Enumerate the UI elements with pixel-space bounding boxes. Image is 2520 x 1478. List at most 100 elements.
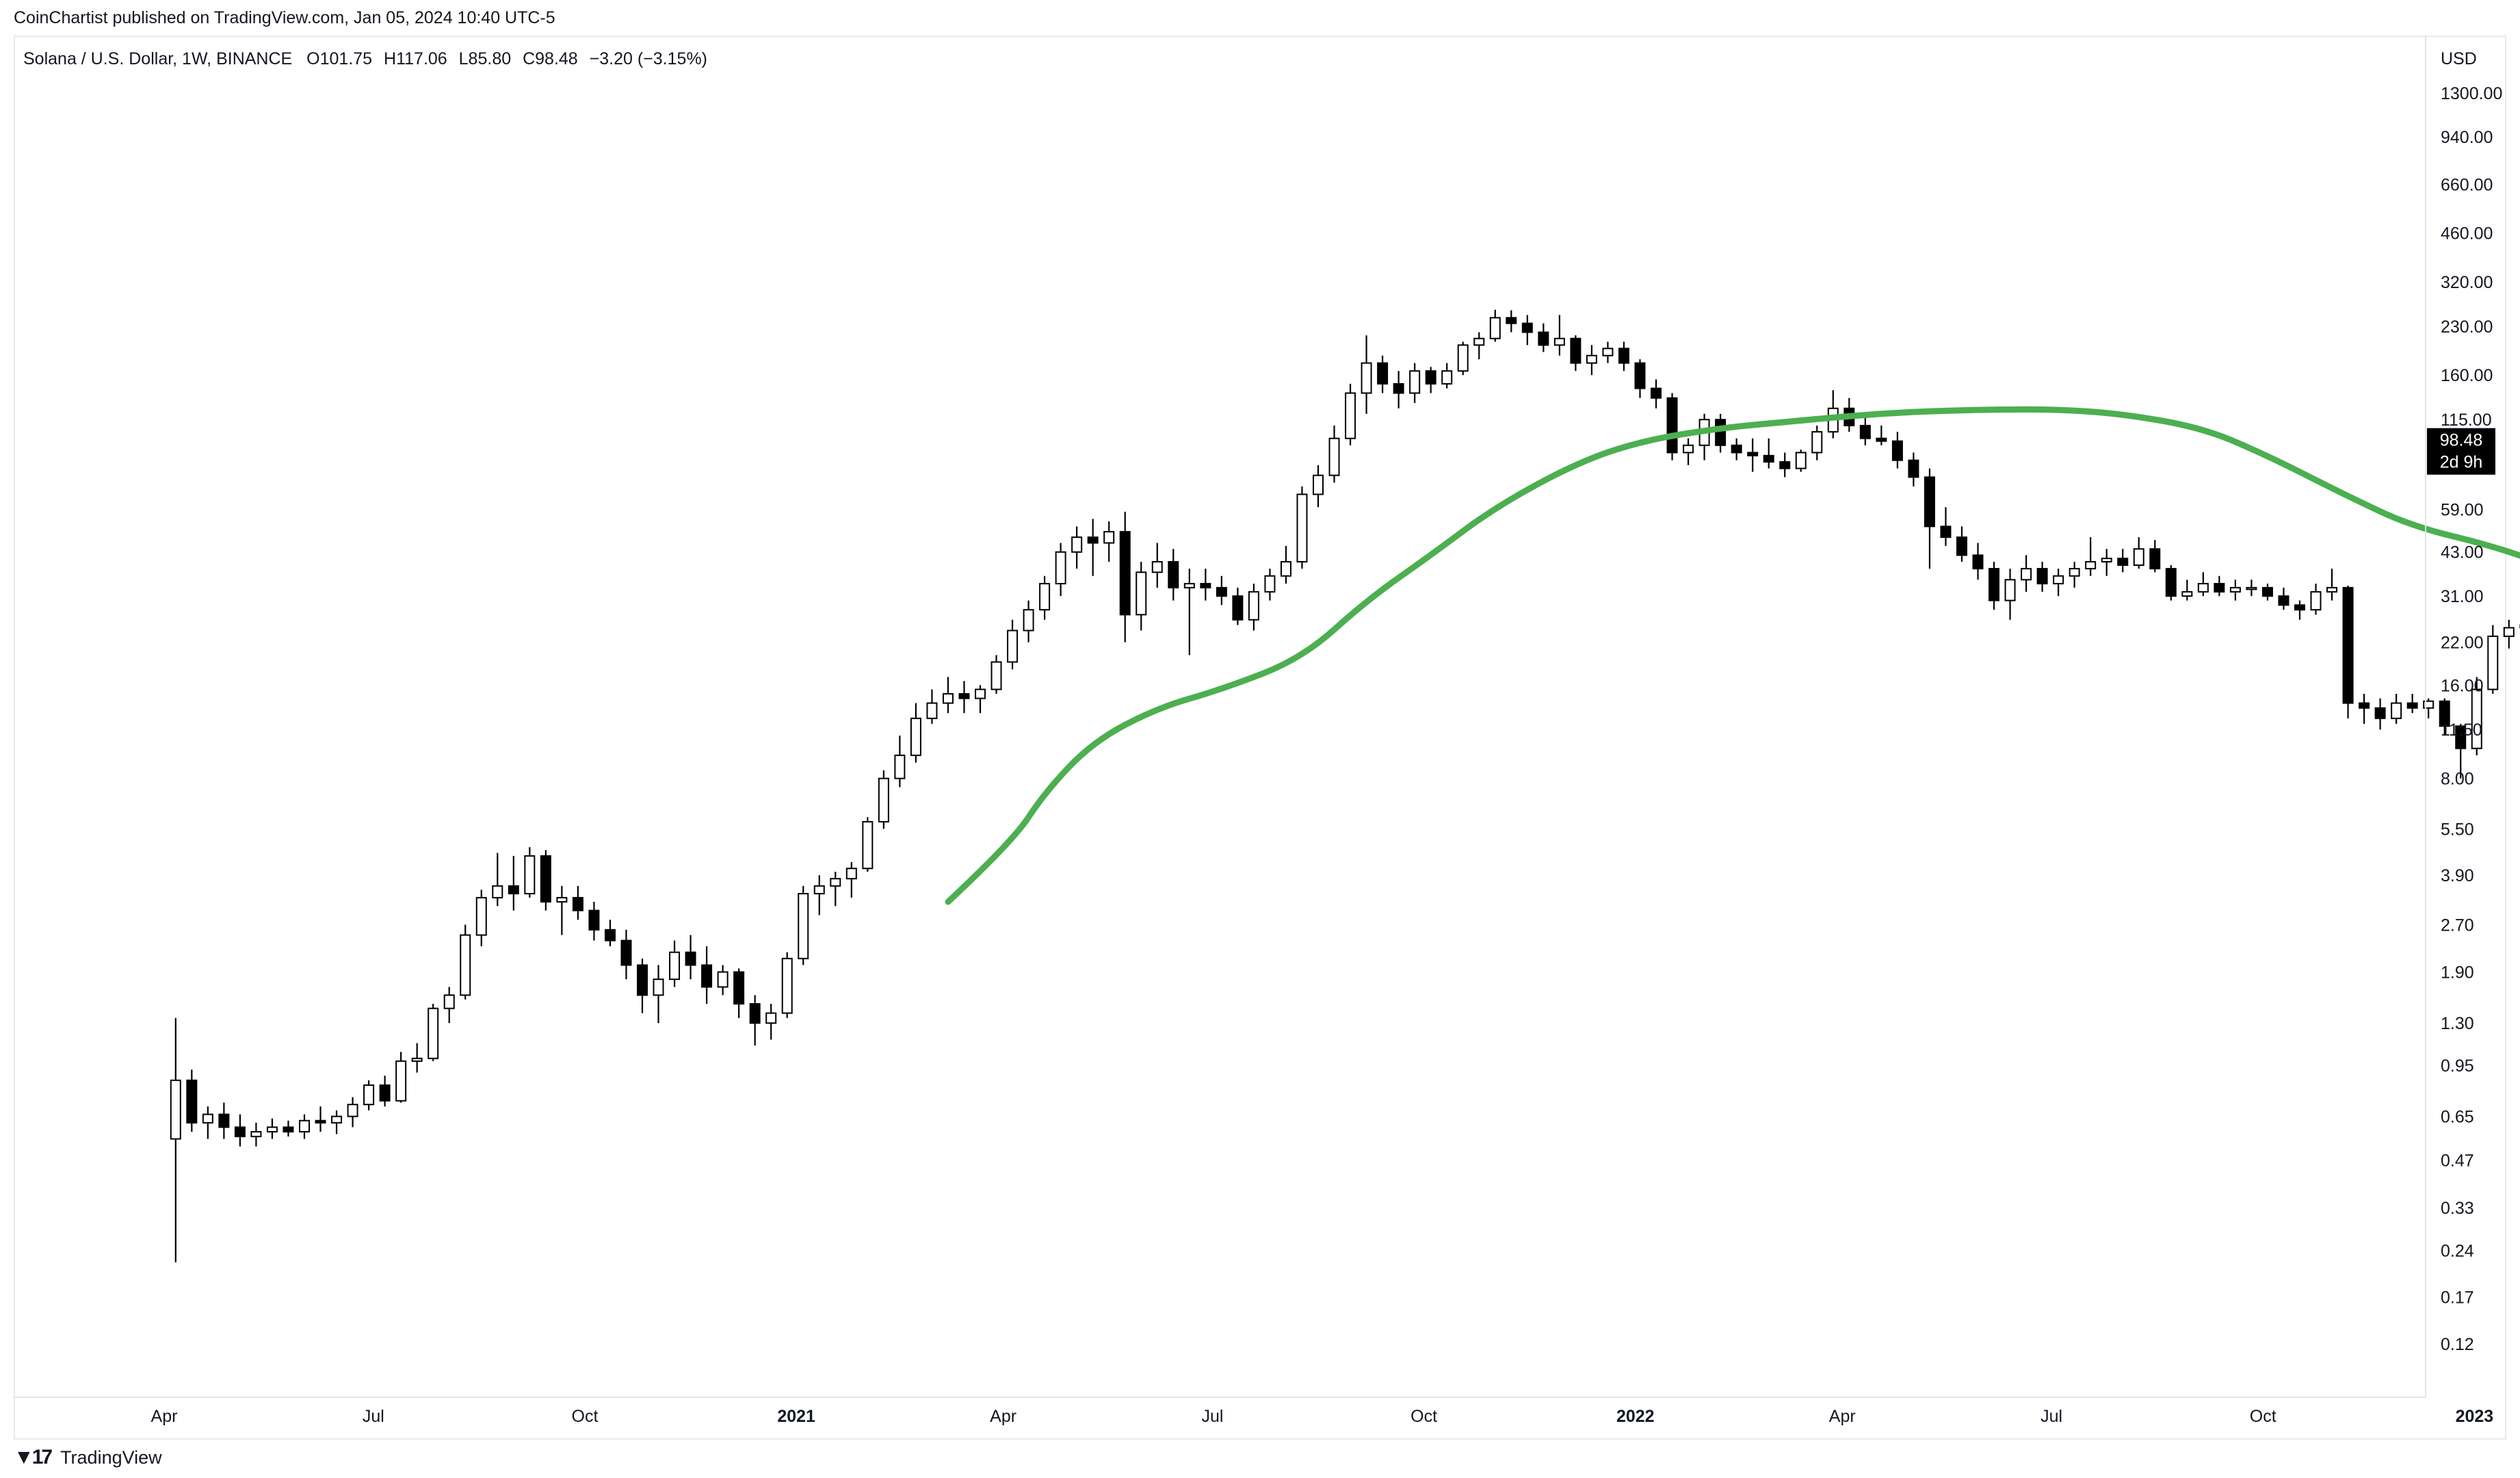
footer[interactable]: ▼17 TradingView — [14, 1444, 162, 1471]
candle — [2165, 565, 2177, 601]
candle — [813, 875, 825, 916]
candle — [2503, 619, 2515, 649]
candle-body — [1956, 536, 1967, 556]
y-tick-label: 0.47 — [2441, 1151, 2474, 1170]
candle-body — [604, 929, 616, 942]
candle — [170, 1017, 181, 1262]
y-tick-label: 115.00 — [2441, 411, 2492, 430]
candle-body — [749, 1003, 761, 1024]
candle-body — [2342, 586, 2354, 704]
candle-body — [2181, 591, 2193, 597]
candle-body — [540, 855, 551, 903]
candle-body — [1763, 454, 1774, 463]
candle — [556, 885, 568, 935]
candle — [1296, 486, 1308, 569]
candle — [2085, 537, 2097, 576]
candle — [1151, 543, 1163, 588]
candle-body — [492, 885, 503, 898]
candle — [492, 853, 503, 907]
candle — [2181, 580, 2193, 601]
candle-body — [878, 777, 889, 822]
candle-body — [1586, 354, 1597, 364]
candle-body — [1023, 609, 1034, 632]
candle — [1264, 569, 1276, 601]
candle — [1553, 315, 1565, 356]
candle — [1683, 438, 1694, 465]
y-tick-label: 2.70 — [2441, 916, 2474, 935]
candle-body — [2246, 586, 2257, 591]
candle-body — [556, 896, 568, 903]
candle-body — [2391, 702, 2402, 719]
candle — [1409, 363, 1421, 404]
candle — [1795, 450, 1807, 472]
y-tick-label: 8.00 — [2441, 770, 2474, 789]
candle — [2133, 537, 2144, 569]
candle-body — [1425, 370, 1436, 385]
last-price-value: 98.48 — [2440, 431, 2483, 450]
candle-body — [315, 1119, 326, 1124]
candle — [1473, 332, 1485, 360]
candle — [2423, 698, 2434, 718]
candle — [1602, 341, 1614, 363]
candle-body — [1506, 317, 1517, 324]
candle-body — [1103, 531, 1115, 544]
candle-body — [653, 978, 664, 996]
candle-body — [1795, 452, 1807, 469]
candle-body — [250, 1130, 262, 1137]
candle-body — [620, 939, 632, 966]
time-axis: AprJulOct2021AprJulOct2022AprJulOct2023A… — [151, 1407, 2494, 1426]
candle — [2149, 540, 2161, 573]
candle-body — [395, 1060, 407, 1102]
candle — [1940, 507, 1952, 546]
candle — [331, 1110, 343, 1135]
candle-body — [1972, 554, 1984, 570]
candle — [1698, 413, 1710, 461]
candle — [218, 1102, 230, 1139]
y-tick-label: 16.00 — [2441, 676, 2484, 695]
candle — [1924, 468, 1935, 569]
candle-body — [1280, 560, 1291, 577]
candle — [685, 935, 696, 980]
candle-body — [2261, 586, 2273, 597]
candle — [1136, 561, 1147, 631]
candle-body — [202, 1113, 213, 1124]
candle-body — [781, 957, 793, 1014]
candle-body — [1779, 461, 1791, 469]
y-tick-label: 0.95 — [2441, 1056, 2474, 1076]
candle — [1119, 511, 1131, 643]
candle — [1779, 452, 1791, 478]
candle — [1039, 575, 1051, 620]
candle — [1715, 413, 1727, 453]
candle — [1521, 315, 1533, 346]
moving-average-line — [945, 406, 2520, 905]
candle — [1216, 575, 1227, 606]
candle-body — [1216, 586, 1227, 597]
candle — [878, 770, 889, 829]
candle-body — [1136, 571, 1147, 616]
candle-body — [2197, 582, 2209, 593]
y-tick-label: 0.24 — [2441, 1242, 2474, 1261]
legend-high: H117.06 — [384, 49, 447, 68]
candle — [266, 1118, 278, 1139]
candle — [2261, 583, 2273, 601]
candle — [1200, 569, 1211, 601]
candle-body — [2165, 568, 2177, 597]
y-tick-label: 0.17 — [2441, 1288, 2474, 1307]
candle — [2342, 585, 2354, 718]
candle-body — [845, 868, 857, 880]
candle — [298, 1114, 310, 1139]
candle-body — [1570, 337, 1581, 364]
candle-body — [1200, 582, 1211, 588]
candle — [701, 946, 713, 1004]
candle — [781, 952, 793, 1018]
candle-body — [1521, 322, 1533, 333]
candle — [717, 965, 729, 996]
candle — [1570, 335, 1581, 372]
candle — [1328, 425, 1340, 483]
candle — [2326, 569, 2338, 601]
candle-body — [1683, 444, 1694, 454]
x-tick-label: Oct — [1410, 1407, 1437, 1426]
x-tick-label: Oct — [2250, 1407, 2276, 1426]
candle — [411, 1043, 423, 1073]
